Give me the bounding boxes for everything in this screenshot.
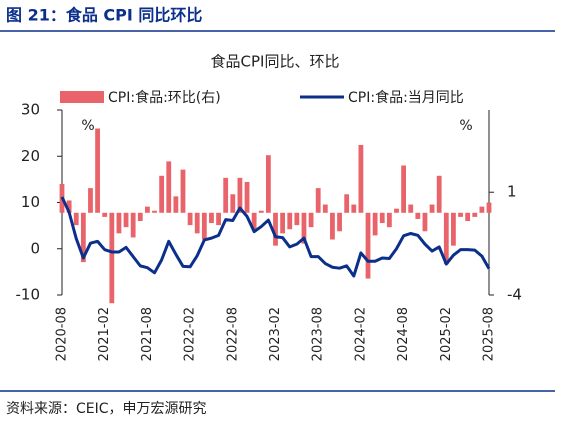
bar: [337, 212, 342, 232]
x-tick-label: 2025-02: [439, 307, 454, 361]
bar: [265, 155, 271, 213]
bar: [443, 212, 449, 265]
x-tick-label: 2021-08: [140, 307, 155, 361]
y2-axis-label: %: [459, 118, 472, 134]
bar: [209, 212, 214, 224]
source: 资料来源：CEIC，申万宏源研究: [6, 401, 207, 417]
bar: [258, 210, 264, 213]
bar: [294, 212, 300, 226]
legend-label: CPI:食品:环比(右): [108, 89, 221, 106]
bar: [415, 212, 421, 219]
bar: [273, 212, 278, 246]
bar: [95, 128, 100, 213]
y2-tick-label: 1: [507, 183, 517, 201]
bar: [166, 161, 172, 213]
y-tick-label: -10: [16, 286, 41, 304]
bar: [379, 212, 385, 224]
x-tick-label: 2025-08: [482, 307, 497, 361]
legend-swatch: [60, 91, 104, 103]
x-tick-label: 2020-08: [55, 307, 70, 361]
y-tick-label: 0: [30, 239, 40, 257]
bar: [451, 212, 456, 246]
bar: [280, 212, 286, 234]
bar: [152, 210, 157, 213]
x-tick-label: 2022-08: [225, 307, 240, 361]
bar: [429, 204, 435, 213]
bar: [472, 212, 478, 217]
bar: [244, 181, 250, 213]
bar: [251, 212, 257, 230]
bar: [137, 212, 143, 221]
bar: [201, 212, 207, 240]
bar: [66, 200, 72, 213]
x-tick-label: 2023-08: [311, 307, 326, 361]
bar: [315, 188, 321, 213]
bar: [123, 212, 129, 228]
bar: [180, 169, 186, 213]
bar: [173, 196, 179, 213]
bar: [358, 144, 364, 213]
bar: [102, 212, 108, 217]
bar: [330, 212, 335, 240]
y-tick-label: 10: [21, 193, 40, 211]
bar: [223, 177, 229, 213]
bar: [458, 212, 463, 217]
bar: [401, 165, 406, 213]
y-tick-label: 30: [21, 101, 40, 119]
bar: [116, 212, 122, 234]
bar: [486, 202, 492, 213]
bar: [73, 212, 79, 226]
bar: [344, 194, 350, 213]
bar: [301, 212, 307, 244]
bar: [159, 175, 165, 213]
x-tick-label: 2021-02: [97, 307, 112, 361]
y-axis-label: %: [81, 118, 94, 134]
bar: [465, 212, 471, 221]
bar: [372, 212, 378, 236]
bar: [394, 208, 399, 213]
chart-title: 食品CPI同比、环比: [211, 53, 340, 71]
bar: [436, 175, 442, 213]
bar: [130, 212, 136, 238]
bar: [287, 212, 293, 230]
bar: [308, 212, 314, 228]
x-tick-label: 2024-02: [353, 307, 368, 361]
bar: [386, 212, 392, 228]
bar: [365, 212, 371, 279]
x-tick-label: 2024-08: [396, 307, 411, 361]
bar: [88, 188, 93, 213]
bar: [408, 204, 414, 213]
figure-title: 图 21：食品 CPI 同比环比: [6, 6, 202, 25]
bar: [109, 212, 115, 304]
bar: [230, 194, 236, 213]
bar: [80, 212, 86, 263]
y2-tick-label: -4: [507, 286, 522, 304]
bar: [422, 212, 428, 232]
bar: [351, 204, 357, 213]
x-tick-label: 2023-02: [268, 307, 283, 361]
legend-label: CPI:食品:当月同比: [348, 89, 464, 106]
y-tick-label: 20: [21, 147, 40, 165]
bar: [145, 206, 150, 213]
bar: [216, 212, 221, 226]
bar: [187, 212, 193, 226]
x-tick-label: 2022-02: [183, 307, 198, 361]
bar: [194, 212, 200, 234]
line: [60, 196, 491, 278]
bar: [322, 204, 328, 213]
bar: [479, 206, 485, 213]
bar: [237, 177, 243, 213]
